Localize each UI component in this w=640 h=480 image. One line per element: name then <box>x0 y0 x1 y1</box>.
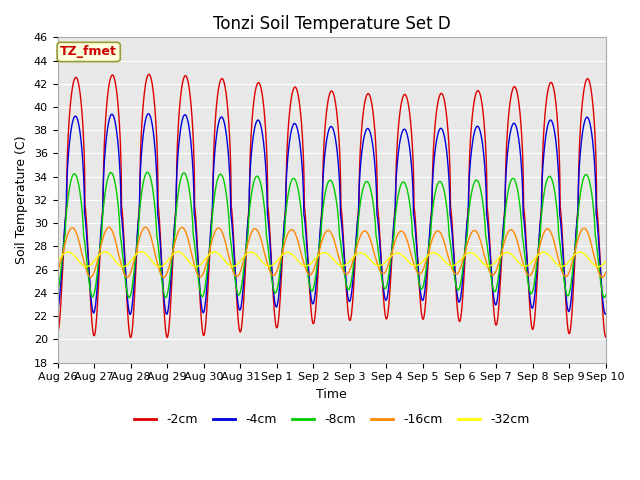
-16cm <box>207 242 215 248</box>
-8cm <box>143 169 151 175</box>
Legend: -2cm, -4cm, -8cm, -16cm, -32cm: -2cm, -4cm, -8cm, -16cm, -32cm <box>129 408 534 431</box>
Line: -8cm: -8cm <box>58 172 605 298</box>
-4cm <box>207 224 215 229</box>
-4cm <box>126 312 134 317</box>
-16cm <box>395 230 403 236</box>
Line: -32cm: -32cm <box>58 252 605 267</box>
-32cm <box>172 250 179 255</box>
Text: TZ_fmet: TZ_fmet <box>60 46 117 59</box>
-4cm <box>54 307 61 313</box>
-2cm <box>395 119 403 125</box>
-4cm <box>602 311 609 317</box>
-4cm <box>550 126 558 132</box>
-8cm <box>385 268 393 274</box>
-16cm <box>602 270 609 276</box>
-32cm <box>207 250 215 256</box>
-8cm <box>172 221 179 227</box>
-32cm <box>395 250 403 256</box>
-8cm <box>602 292 609 298</box>
-8cm <box>550 185 558 191</box>
-2cm <box>385 297 393 302</box>
-2cm <box>54 330 61 336</box>
-8cm <box>125 295 133 300</box>
X-axis label: Time: Time <box>316 388 347 401</box>
-4cm <box>602 311 609 316</box>
-4cm <box>395 145 403 151</box>
-32cm <box>156 264 163 270</box>
-2cm <box>145 72 153 77</box>
-2cm <box>550 87 558 93</box>
-4cm <box>172 214 179 220</box>
Title: Tonzi Soil Temperature Set D: Tonzi Soil Temperature Set D <box>212 15 451 33</box>
-2cm <box>172 212 179 218</box>
-32cm <box>602 259 609 264</box>
-16cm <box>602 270 609 276</box>
-2cm <box>127 335 134 340</box>
-32cm <box>54 258 61 264</box>
-32cm <box>602 258 609 264</box>
-16cm <box>550 239 558 244</box>
-32cm <box>550 258 558 264</box>
-4cm <box>145 111 152 117</box>
-16cm <box>385 259 393 264</box>
-2cm <box>602 334 609 340</box>
-32cm <box>385 255 393 261</box>
-2cm <box>207 226 215 232</box>
-8cm <box>54 290 61 296</box>
Line: -16cm: -16cm <box>58 227 605 277</box>
-8cm <box>602 292 609 298</box>
Y-axis label: Soil Temperature (C): Soil Temperature (C) <box>15 136 28 264</box>
-32cm <box>138 249 145 254</box>
-8cm <box>207 234 215 240</box>
-8cm <box>395 189 403 195</box>
-16cm <box>141 224 149 230</box>
-2cm <box>602 334 609 340</box>
Line: -4cm: -4cm <box>58 114 605 314</box>
-16cm <box>54 269 61 275</box>
Line: -2cm: -2cm <box>58 74 605 337</box>
-16cm <box>172 238 179 244</box>
-4cm <box>385 278 393 284</box>
-16cm <box>160 275 168 280</box>
